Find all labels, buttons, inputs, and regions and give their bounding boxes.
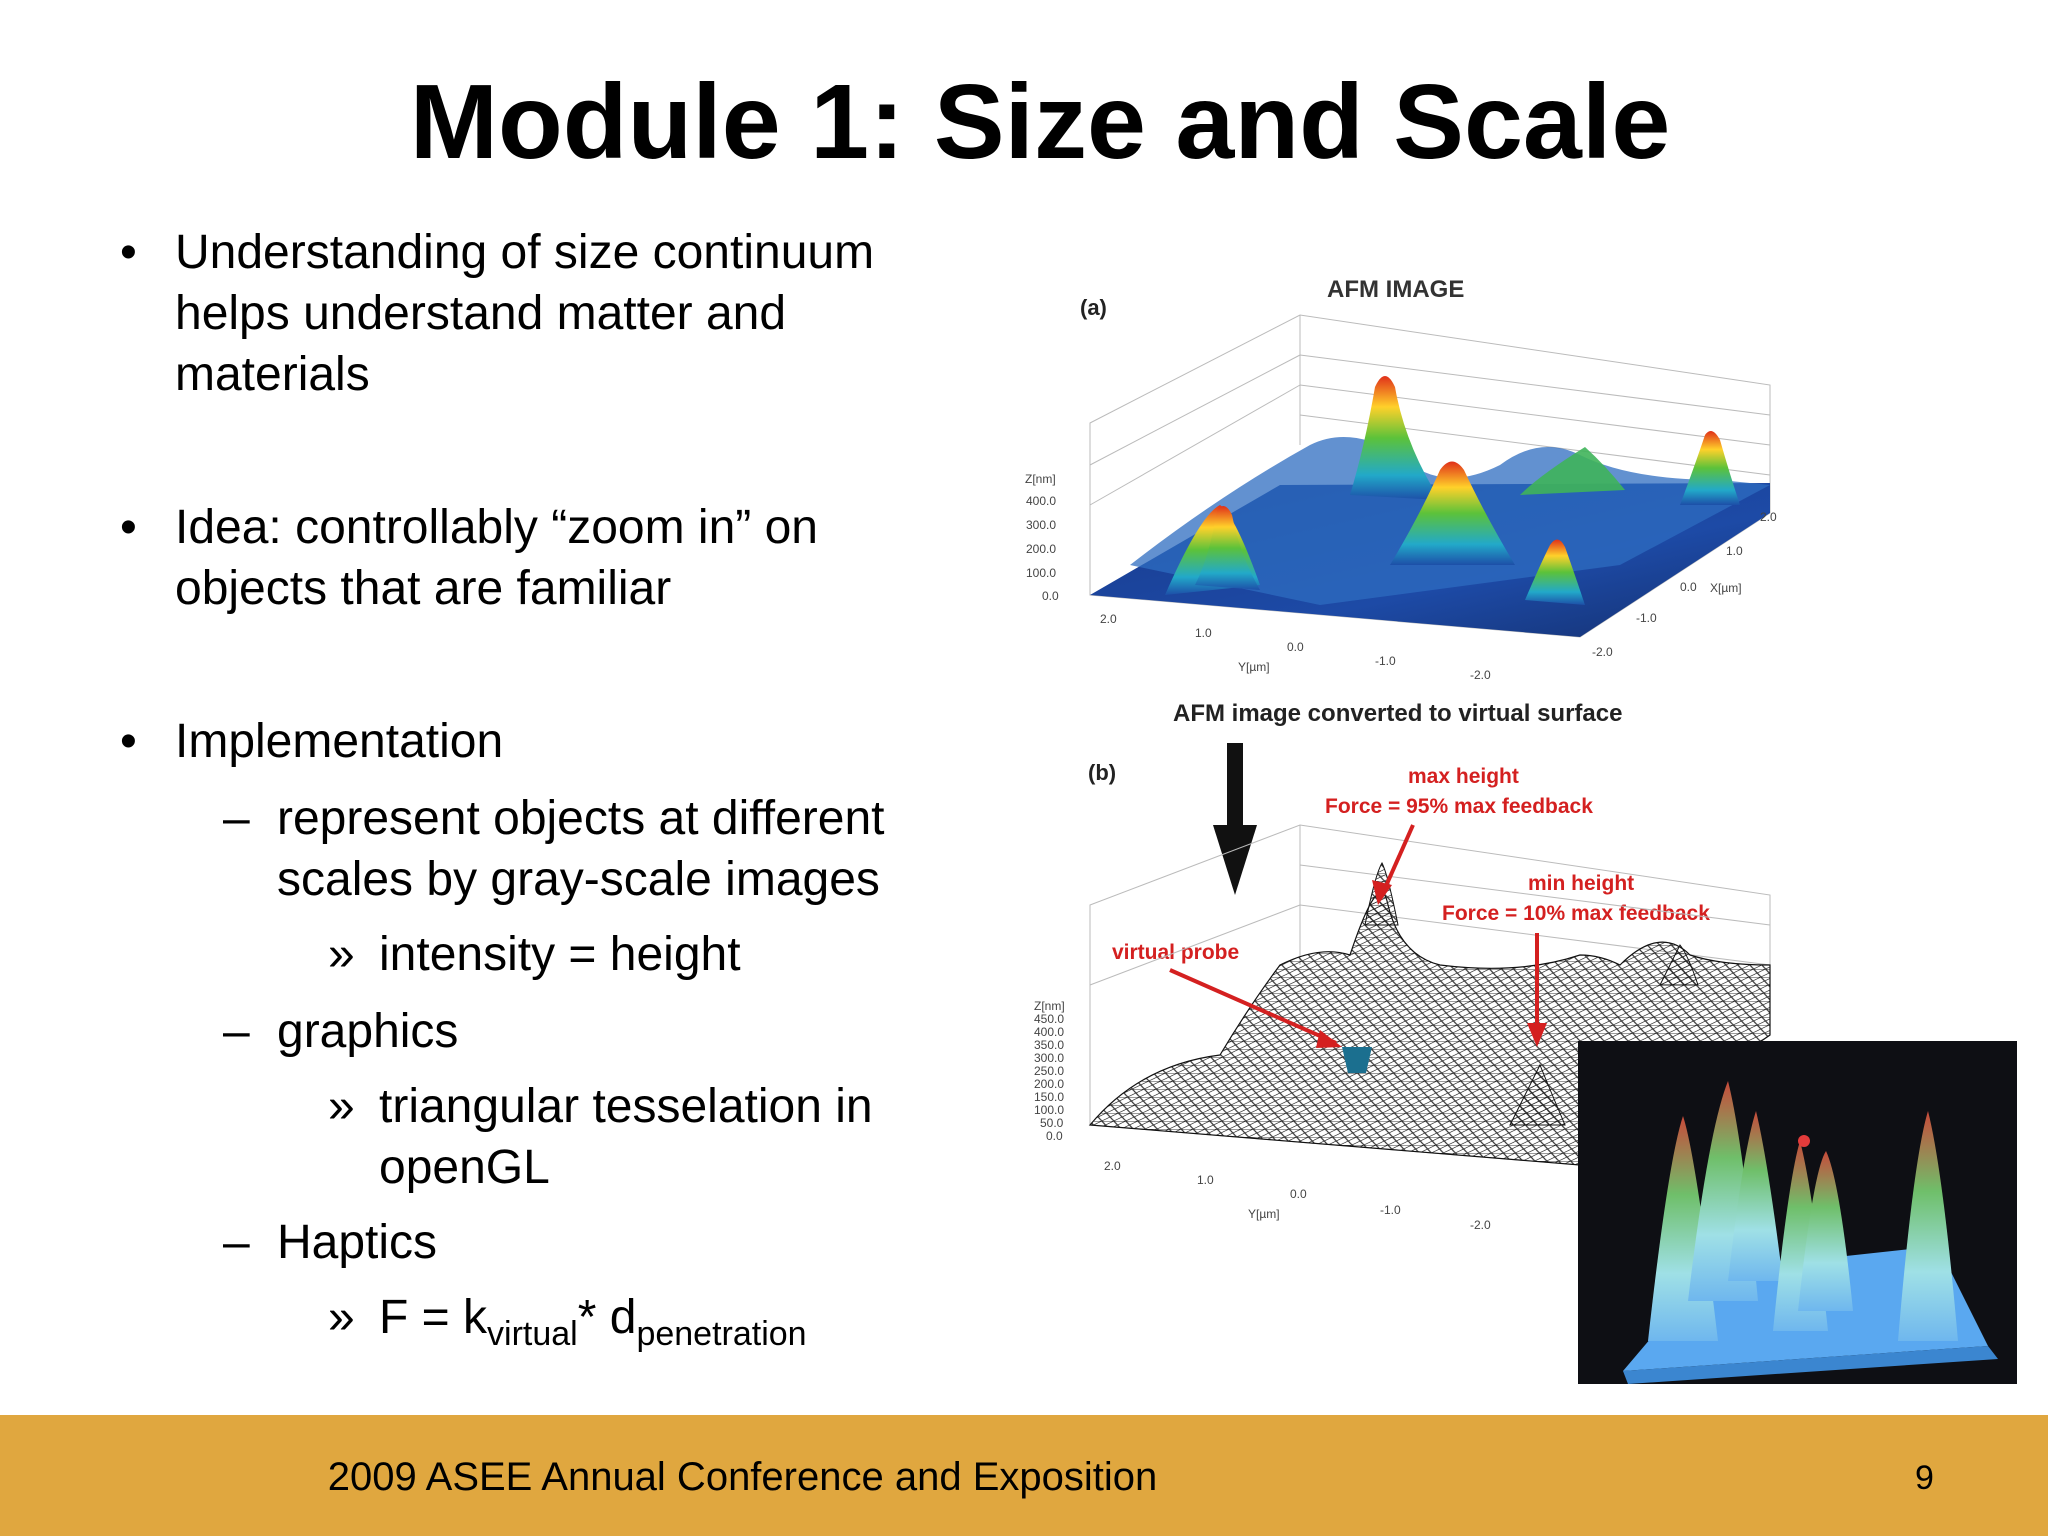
sub-sub-bullet-item: » F = kvirtual* dpenetration xyxy=(120,1287,950,1353)
y-tick: 0.0 xyxy=(1287,640,1304,654)
virtual-probe xyxy=(1342,1047,1372,1073)
dash-marker: – xyxy=(223,1005,250,1058)
min-force-label: Force = 10% max feedback xyxy=(1442,902,1710,925)
x-tick: 0.0 xyxy=(1680,580,1697,594)
z-tick: 400.0 xyxy=(1034,1025,1064,1039)
y-tick: 2.0 xyxy=(1104,1159,1121,1173)
haptic-render-photo xyxy=(1578,1041,2017,1384)
sub-sub-bullet-text: intensity = height xyxy=(379,928,741,981)
bullet-marker: • xyxy=(120,715,137,768)
y-tick: -2.0 xyxy=(1470,1218,1491,1232)
y-tick: -1.0 xyxy=(1375,654,1396,668)
raquo-marker: » xyxy=(328,1080,355,1133)
conference-name: 2009 ASEE Annual Conference and Expositi… xyxy=(327,1455,1158,1499)
slide-title: Module 1: Size and Scale xyxy=(409,63,1671,181)
z-tick: 150.0 xyxy=(1034,1090,1064,1104)
z-tick: 200.0 xyxy=(1034,1077,1064,1091)
sub-bullet-text: Haptics xyxy=(277,1216,438,1269)
z-tick: 250.0 xyxy=(1034,1064,1064,1078)
peak xyxy=(1525,539,1585,605)
bullet-text: Understanding of size continuum helps un… xyxy=(175,226,875,401)
z-tick: 200.0 xyxy=(1026,542,1056,556)
min-height-label: min height xyxy=(1528,872,1634,895)
panel-b-label: (b) xyxy=(1088,760,1116,785)
annotation-arrows xyxy=(1169,824,1547,1048)
peak xyxy=(1509,1063,1566,1126)
dash-marker: – xyxy=(223,792,250,845)
peak xyxy=(1680,431,1740,505)
bullet-text: Implementation xyxy=(175,715,504,768)
sub-bullet-item: – Haptics xyxy=(120,1212,950,1273)
x-axis-label: X[µm] xyxy=(1710,581,1742,595)
x-tick: 2.0 xyxy=(1760,510,1777,524)
bullet-text: Idea: controllably “zoom in” on objects … xyxy=(175,501,818,615)
peak xyxy=(1520,447,1625,495)
sub-bullet-text: graphics xyxy=(277,1005,459,1058)
y-tick: 1.0 xyxy=(1195,626,1212,640)
footer-bar: 2009 ASEE Annual Conference and Expositi… xyxy=(0,1415,2048,1536)
y-tick: 1.0 xyxy=(1197,1173,1214,1187)
dash-marker: – xyxy=(223,1216,250,1269)
y-tick: -2.0 xyxy=(1470,668,1491,682)
bullet-list: • Understanding of size continuum helps … xyxy=(120,222,950,1353)
z-tick: 0.0 xyxy=(1046,1129,1063,1143)
y-axis-label: Y[µm] xyxy=(1248,1207,1280,1221)
peak xyxy=(1350,376,1440,500)
peak xyxy=(1659,944,1699,986)
page-number: 9 xyxy=(1915,1459,1934,1497)
y-tick: 0.0 xyxy=(1290,1187,1307,1201)
z-tick: 300.0 xyxy=(1034,1051,1064,1065)
sub-sub-bullet-text: triangular tesselation in openGL xyxy=(379,1080,873,1194)
bullet-item: • Implementation xyxy=(120,711,950,772)
panel-a: (a) AFM IMAGE Z[nm] 400.0 300.0 200.0 xyxy=(1025,276,1777,682)
bullet-marker: • xyxy=(120,226,137,279)
y-tick: 2.0 xyxy=(1100,612,1117,626)
sub-bullet-item: – represent objects at different scales … xyxy=(120,788,950,910)
raquo-marker: » xyxy=(328,1291,355,1344)
z-tick: 350.0 xyxy=(1034,1038,1064,1052)
x-tick: -2.0 xyxy=(1592,645,1613,659)
sub-bullet-text: represent objects at different scales by… xyxy=(277,792,885,906)
bullet-item: • Idea: controllably “zoom in” on object… xyxy=(120,497,950,619)
z-tick: 50.0 xyxy=(1040,1116,1064,1130)
down-arrow-icon xyxy=(1213,743,1257,895)
raquo-marker: » xyxy=(328,928,355,981)
x-tick: -1.0 xyxy=(1636,611,1657,625)
peak xyxy=(1390,461,1515,565)
peak xyxy=(1195,506,1260,590)
conversion-caption: AFM image converted to virtual surface xyxy=(1173,700,1622,727)
z-axis-label: Z[nm] xyxy=(1025,472,1056,486)
max-height-label: max height xyxy=(1408,765,1519,788)
x-tick: 1.0 xyxy=(1726,544,1743,558)
max-force-label: Force = 95% max feedback xyxy=(1325,795,1593,818)
z-tick: 100.0 xyxy=(1034,1103,1064,1117)
panel-a-title: AFM IMAGE xyxy=(1327,276,1464,303)
z-tick: 100.0 xyxy=(1026,566,1056,580)
panel-a-label: (a) xyxy=(1080,295,1107,320)
z-tick: 300.0 xyxy=(1026,518,1056,532)
z-tick: 450.0 xyxy=(1034,1012,1064,1026)
y-tick: -1.0 xyxy=(1380,1203,1401,1217)
z-tick: 0.0 xyxy=(1042,589,1059,603)
y-axis-label: Y[µm] xyxy=(1238,660,1270,674)
sub-bullet-item: – graphics xyxy=(120,1001,950,1062)
bullet-item: • Understanding of size continuum helps … xyxy=(120,222,950,405)
z-tick: 400.0 xyxy=(1026,494,1056,508)
sub-sub-bullet-item: » intensity = height xyxy=(120,924,950,985)
sub-sub-bullet-item: » triangular tesselation in openGL xyxy=(120,1076,950,1198)
haptics-formula: F = kvirtual* dpenetration xyxy=(379,1291,807,1353)
z-axis-label: Z[nm] xyxy=(1034,999,1065,1013)
bullet-marker: • xyxy=(120,501,137,554)
